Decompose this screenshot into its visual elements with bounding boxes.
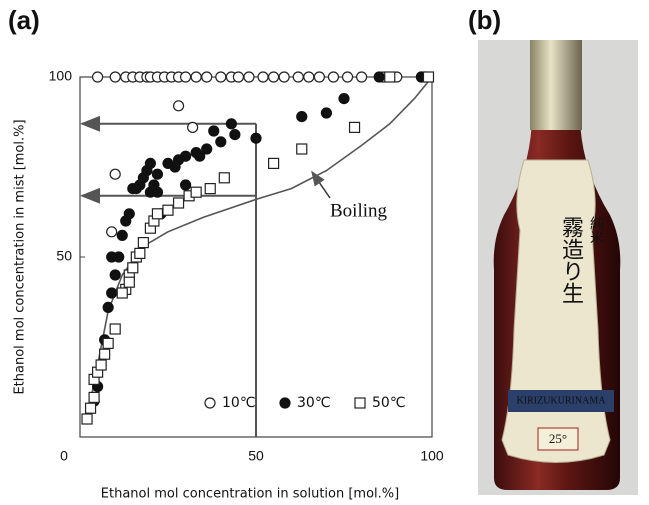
- point: [134, 247, 146, 259]
- y-tick-label: 100: [49, 68, 73, 84]
- legend-label: 10℃: [222, 395, 256, 411]
- point: [268, 157, 280, 169]
- point: [303, 71, 315, 83]
- point: [278, 71, 290, 83]
- annotation-arrow: [311, 170, 331, 199]
- x-tick-label: 100: [420, 448, 444, 464]
- point: [137, 237, 149, 249]
- point: [338, 92, 350, 105]
- x-tick-label: 50: [248, 448, 264, 464]
- point: [422, 71, 435, 83]
- point: [229, 129, 241, 141]
- point: [120, 215, 132, 227]
- point: [243, 71, 255, 83]
- point: [91, 71, 104, 83]
- point: [313, 71, 325, 83]
- point: [268, 71, 280, 83]
- point: [109, 168, 121, 180]
- point: [215, 136, 227, 148]
- point: [116, 287, 128, 299]
- point: [109, 269, 121, 281]
- label-text: 霧造り生: [558, 216, 584, 304]
- point: [81, 413, 93, 425]
- legend-label: 50℃: [372, 395, 406, 411]
- point: [102, 301, 114, 313]
- panel-label: (b): [468, 5, 501, 35]
- point: [99, 348, 111, 360]
- bottle-photo: [478, 40, 638, 495]
- legend-label: 30℃: [297, 395, 331, 411]
- point: [190, 186, 202, 198]
- point: [127, 183, 139, 195]
- point: [180, 71, 192, 83]
- point: [232, 71, 244, 83]
- point: [292, 71, 304, 83]
- legend-box: [190, 388, 420, 418]
- x-axis-label: Ethanol mol concentration in solution [m…: [101, 487, 399, 502]
- legend: 10℃ 30℃ 50℃: [204, 395, 406, 411]
- y-axis-label: Ethanol mol concentration in mist [mol.%…: [13, 119, 28, 394]
- point: [356, 71, 368, 83]
- point: [162, 157, 174, 169]
- point: [148, 179, 160, 191]
- point: [180, 179, 192, 191]
- point: [162, 204, 174, 216]
- point: [172, 197, 185, 209]
- strength-box: [537, 427, 579, 451]
- brand-name: KIRIZUKURINAMA: [517, 395, 607, 406]
- point: [327, 71, 340, 83]
- point: [348, 121, 361, 134]
- boiling-annotation: Boiling: [330, 200, 388, 221]
- brand-band: [508, 390, 614, 412]
- x-tick-label: 0: [60, 448, 68, 464]
- strength: 25°: [549, 431, 567, 446]
- point: [320, 107, 332, 119]
- point: [296, 110, 308, 123]
- point: [187, 121, 199, 134]
- point: [204, 183, 216, 195]
- label-paper: [501, 159, 611, 463]
- legend-marker: [204, 397, 216, 409]
- point: [84, 402, 97, 414]
- point: [208, 125, 220, 137]
- point: [201, 143, 213, 155]
- point: [172, 100, 185, 112]
- point: [373, 71, 385, 83]
- point: [190, 147, 202, 159]
- point: [106, 226, 118, 238]
- point: [106, 251, 118, 263]
- point: [127, 262, 139, 274]
- point: [95, 359, 107, 371]
- point: [102, 337, 114, 349]
- point: [190, 71, 202, 83]
- label-text: 純米: [588, 216, 604, 244]
- point: [123, 276, 135, 288]
- y-tick-label: 50: [56, 248, 72, 264]
- legend-marker: [354, 397, 366, 409]
- point: [218, 172, 230, 184]
- legend-marker: [279, 397, 291, 409]
- point: [151, 208, 164, 220]
- point: [225, 118, 237, 130]
- point: [151, 168, 164, 180]
- panel-label: (a): [8, 5, 40, 35]
- point: [250, 132, 262, 144]
- point: [215, 71, 227, 83]
- point: [296, 143, 308, 155]
- point: [116, 229, 128, 241]
- point: [88, 391, 100, 403]
- point: [109, 71, 121, 83]
- point: [257, 71, 269, 83]
- point: [384, 71, 396, 83]
- point: [106, 287, 118, 299]
- point: [201, 71, 213, 83]
- point: [109, 323, 121, 335]
- cap-foil: [530, 40, 582, 130]
- point: [341, 71, 354, 83]
